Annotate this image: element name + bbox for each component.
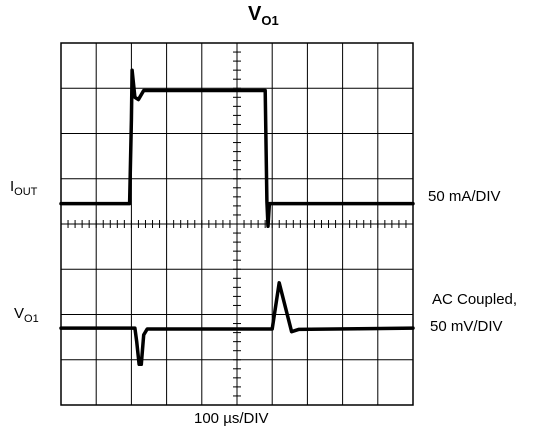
scope-grid [60,42,414,406]
vo1-label: VO1 [14,305,39,325]
scope-traces [59,68,415,367]
iout-label: IOUT [10,178,38,198]
graticule-border [60,42,414,406]
vo1-scale-label: 50 mV/DIV [430,318,503,335]
chart-title: VO1 [248,3,279,28]
trace-vo1 [59,281,415,367]
iout-scale-label: 50 mA/DIV [428,188,501,205]
vo1-coupling-label: AC Coupled, [432,291,518,308]
trace-iout [59,68,415,229]
timebase-label: 100 µs/DIV [194,410,269,427]
